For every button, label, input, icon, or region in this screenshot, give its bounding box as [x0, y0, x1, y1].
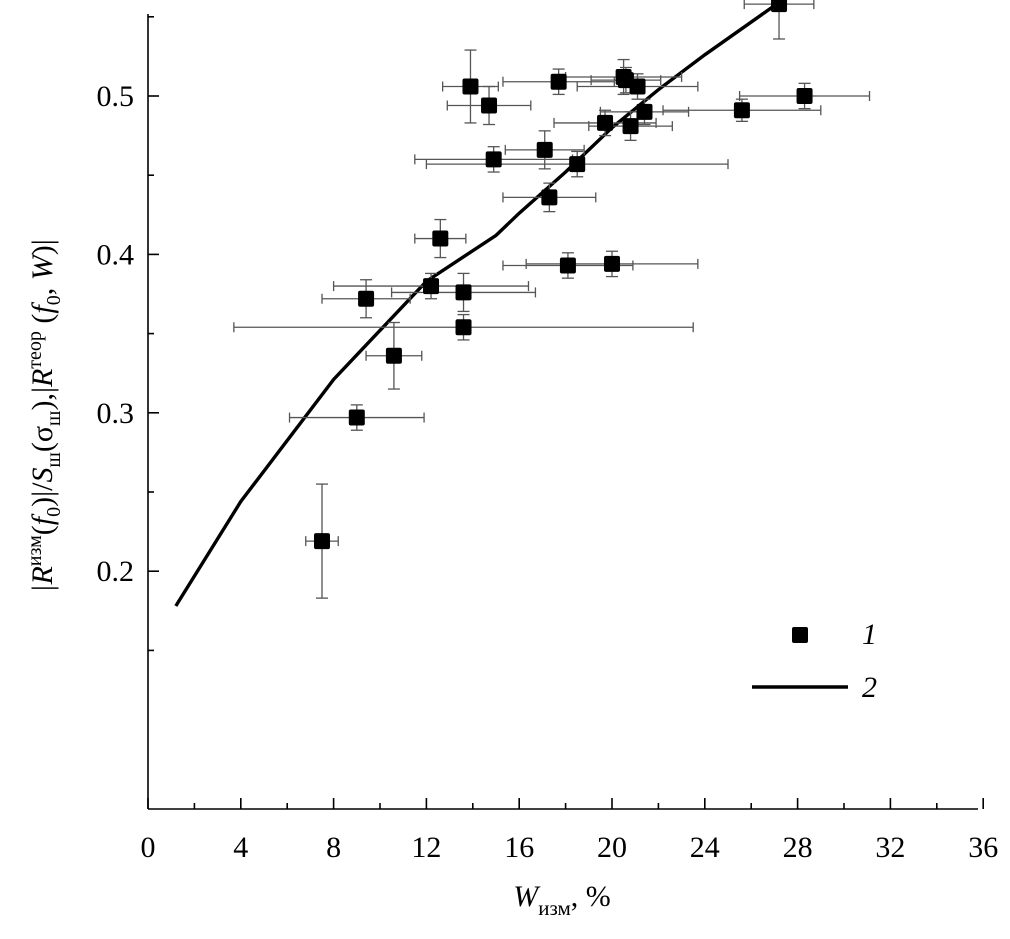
- data-points: [314, 0, 813, 550]
- data-point: [559, 257, 576, 274]
- x-tick-label: 16: [504, 831, 534, 864]
- legend-label-1: 1: [862, 618, 877, 651]
- data-point: [604, 255, 620, 272]
- data-point: [481, 97, 498, 114]
- data-point: [536, 141, 553, 158]
- tick-marks: [147, 15, 985, 809]
- data-point: [597, 114, 614, 131]
- x-tick-label: 24: [690, 831, 720, 864]
- data-point: [550, 73, 567, 90]
- x-tick-label: 0: [141, 831, 156, 864]
- x-axis-title: Wизм, %: [513, 880, 611, 920]
- data-point: [462, 78, 479, 95]
- axes: [147, 14, 978, 810]
- data-point: [485, 151, 502, 168]
- x-tick-label: 32: [875, 831, 905, 864]
- x-tick-label: 4: [233, 831, 248, 864]
- x-tick-label: 36: [968, 831, 998, 864]
- y-tick-label: 0.4: [97, 238, 135, 271]
- y-tick-label: 0.2: [97, 555, 135, 588]
- x-tick-label: 20: [597, 831, 627, 864]
- fit-curve: [174, 0, 787, 607]
- data-point: [733, 102, 750, 119]
- data-point: [432, 230, 449, 247]
- y-tick-label: 0.3: [97, 397, 135, 430]
- data-point: [622, 118, 639, 135]
- data-point: [541, 189, 558, 206]
- x-tick-label: 12: [411, 831, 441, 864]
- data-point: [629, 78, 646, 95]
- data-point: [348, 409, 365, 426]
- data-point: [455, 284, 472, 301]
- data-point: [358, 290, 375, 307]
- data-point: [314, 533, 330, 550]
- data-point: [455, 319, 472, 336]
- data-point: [569, 156, 586, 173]
- data-point: [385, 347, 402, 364]
- data-point: [796, 88, 813, 104]
- data-point: [423, 278, 440, 295]
- legend: 12: [752, 618, 877, 704]
- y-axis-title: |Rизм(f0)|/Sш(σш),|Rтеор (f0, W)|: [24, 239, 65, 593]
- y-tick-label: 0.5: [97, 80, 135, 113]
- data-point: [771, 0, 788, 13]
- legend-marker-square: [792, 627, 808, 643]
- legend-label-2: 2: [862, 671, 877, 704]
- x-tick-label: 8: [326, 831, 341, 864]
- data-point: [636, 103, 653, 120]
- x-tick-label: 28: [783, 831, 813, 864]
- fit-curve-layer: [174, 0, 787, 607]
